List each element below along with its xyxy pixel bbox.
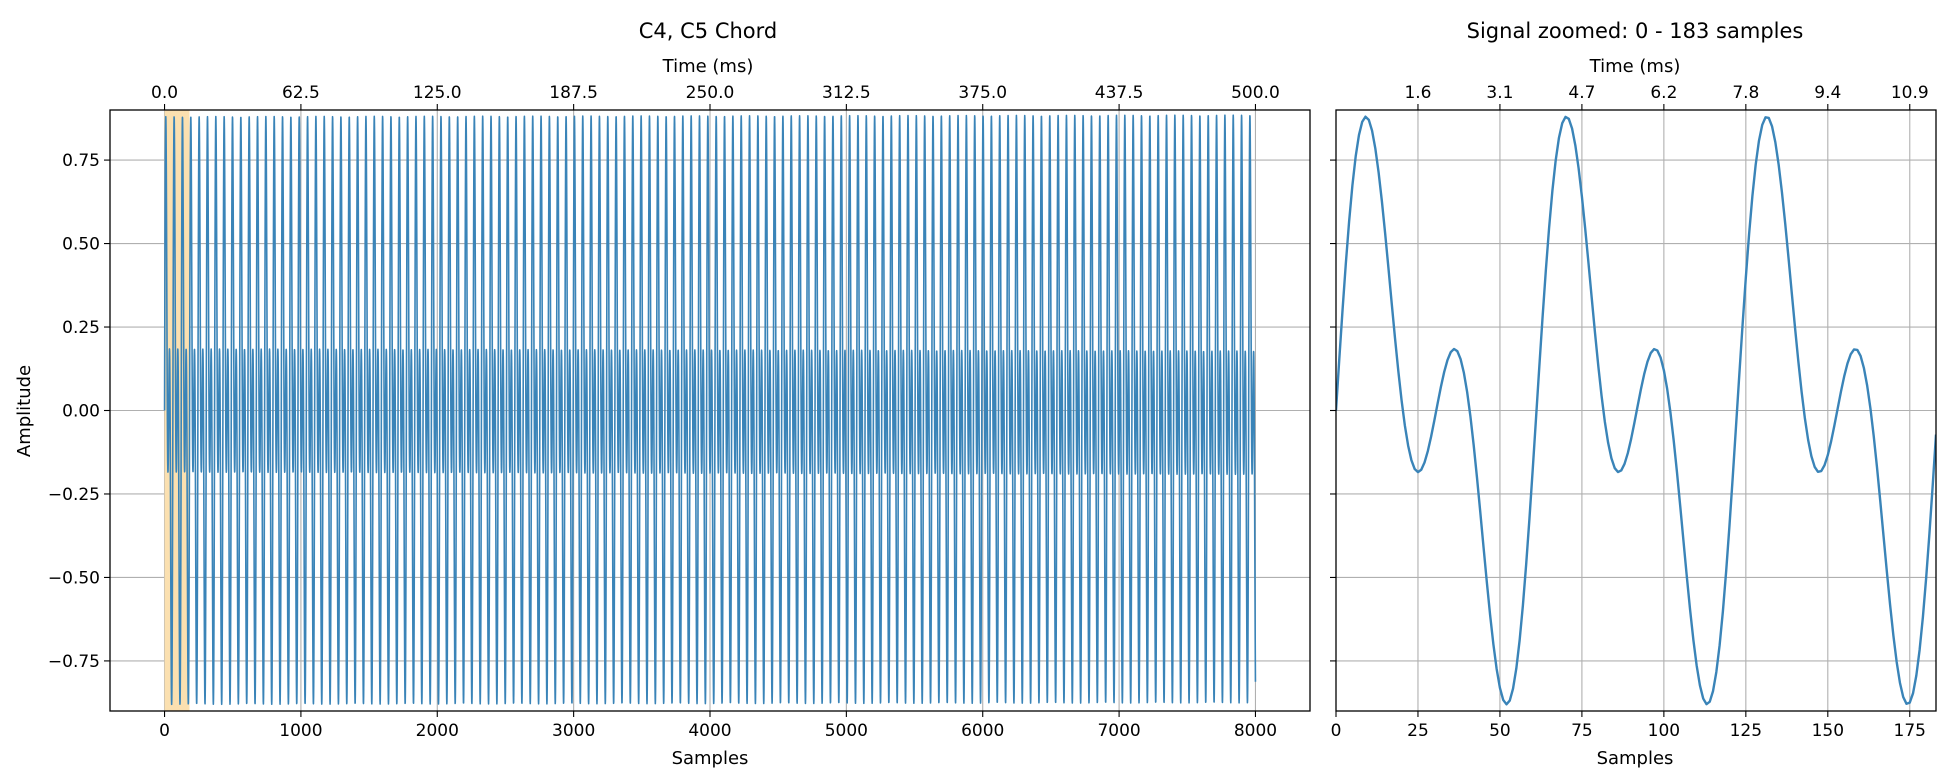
chart-full-signal: C4, C5 Chord Time (ms) Amplitude Samples… [14, 19, 1311, 769]
x-tick-label: 0 [1331, 721, 1342, 741]
x-tick-label: 0 [159, 721, 170, 741]
y-tick-label: 0.00 [62, 402, 100, 422]
x-tick-label: 3000 [552, 721, 595, 741]
signal-line [1336, 115, 1936, 706]
x-tick-label: 2000 [416, 721, 459, 741]
top-tick-label: 1.6 [1404, 83, 1431, 103]
x-tick-label: 50 [1489, 721, 1511, 741]
top-tick-label: 187.5 [549, 83, 598, 103]
x-tick-label: 150 [1812, 721, 1844, 741]
plot-area [163, 110, 1257, 711]
top-tick-label: 6.2 [1650, 83, 1677, 103]
top-tick-label: 312.5 [822, 83, 871, 103]
chart-zoomed-signal: Signal zoomed: 0 - 183 samples Time (ms)… [1330, 19, 1937, 769]
top-axis-label: Time (ms) [662, 56, 754, 77]
chart-title: Signal zoomed: 0 - 183 samples [1467, 19, 1804, 43]
y-tick-label: 0.50 [62, 235, 100, 255]
x-tick-label: 125 [1730, 721, 1762, 741]
top-tick-label: 500.0 [1231, 83, 1280, 103]
y-axis-label: Amplitude [14, 365, 35, 457]
x-tick-label: 5000 [825, 721, 868, 741]
top-tick-label: 250.0 [686, 83, 735, 103]
y-tick-label: −0.75 [48, 652, 100, 672]
y-tick-label: −0.25 [48, 485, 100, 505]
top-tick-label: 3.1 [1486, 83, 1513, 103]
x-tick-label: 7000 [1097, 721, 1140, 741]
x-axis-label: Samples [1597, 748, 1674, 769]
grid [1336, 110, 1936, 711]
top-tick-label: 125.0 [413, 83, 462, 103]
y-tick-label: 0.75 [62, 151, 100, 171]
x-axis-label: Samples [672, 748, 749, 769]
top-tick-label: 10.9 [1891, 83, 1929, 103]
top-tick-label: 375.0 [958, 83, 1007, 103]
x-tick-label: 8000 [1234, 721, 1277, 741]
x-tick-label: 100 [1648, 721, 1680, 741]
x-tick-label: 25 [1407, 721, 1429, 741]
chart-title: C4, C5 Chord [639, 19, 778, 43]
top-tick-label: 0.0 [151, 83, 178, 103]
signal-line [163, 114, 1257, 706]
x-tick-label: 75 [1571, 721, 1593, 741]
x-tick-label: 1000 [279, 721, 322, 741]
top-tick-label: 4.7 [1568, 83, 1595, 103]
top-tick-label: 7.8 [1732, 83, 1759, 103]
plot-area [1336, 115, 1936, 706]
x-tick-label: 4000 [688, 721, 731, 741]
y-tick-label: 0.25 [62, 318, 100, 338]
top-axis-label: Time (ms) [1589, 56, 1681, 77]
x-tick-label: 175 [1894, 721, 1926, 741]
y-tick-label: −0.50 [48, 568, 100, 588]
ticks: 0.0 62.5 125.0 187.5 250.0 312.5 375.0 437.5 500… [48, 83, 1280, 741]
top-tick-label: 437.5 [1095, 83, 1144, 103]
top-tick-label: 9.4 [1814, 83, 1841, 103]
ticks: 1.6 3.1 4.7 6.2 7.8 9.4 10.9 0 25 50 75 100 125 150 17… [1330, 83, 1929, 741]
top-tick-label: 62.5 [282, 83, 320, 103]
x-tick-label: 6000 [961, 721, 1004, 741]
